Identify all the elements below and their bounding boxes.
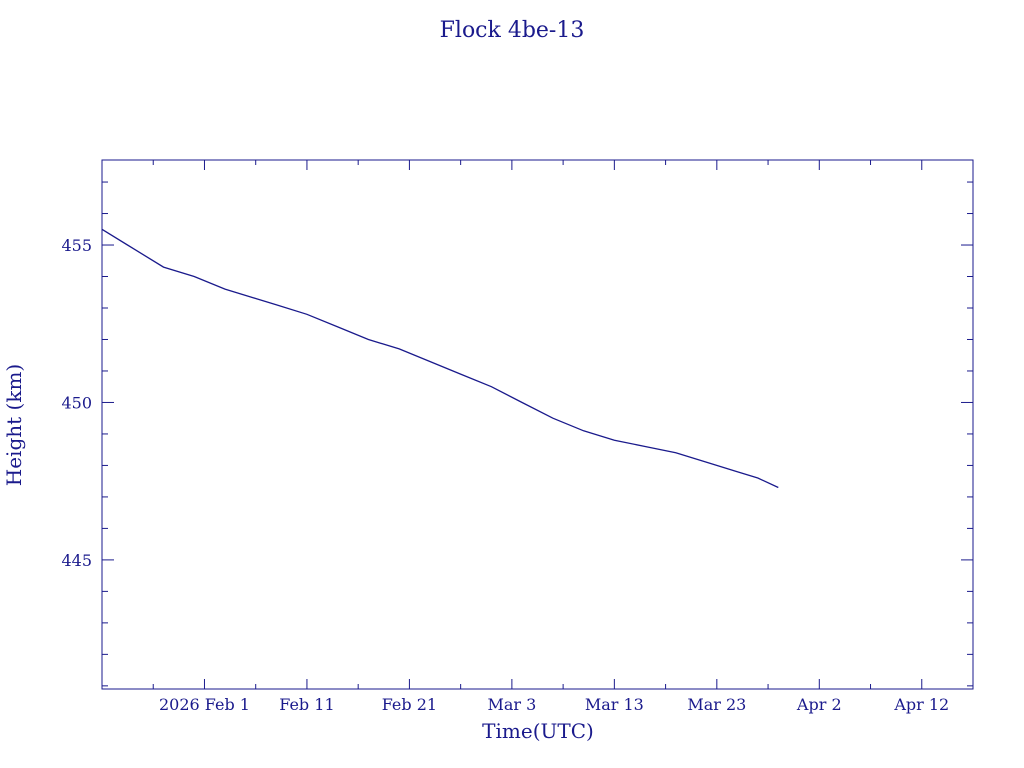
x-tick-label: Feb 21 (382, 695, 437, 714)
x-tick-labels: 2026 Feb 1 Feb 11 Feb 21 Mar 3 Mar 13 Mar 23 A… (159, 695, 949, 714)
x-tick-label: Apr 12 (893, 695, 949, 714)
y-tick-label: 445 (61, 551, 92, 570)
y-axis-label: Height (km) (2, 364, 26, 486)
x-tick-label: Feb 11 (279, 695, 334, 714)
plot-frame (101, 159, 974, 690)
chart-title: Flock 4be-13 (440, 18, 585, 43)
x-tick-label: 2026 Feb 1 (159, 695, 250, 714)
y-tick-labels: 445 450 455 (61, 236, 92, 570)
x-tick-label: Mar 13 (585, 695, 644, 714)
x-axis-label: Time(UTC) (482, 719, 594, 743)
y-tick-label: 450 (61, 393, 92, 412)
x-tick-label: Mar 23 (687, 695, 746, 714)
x-tick-label: Mar 3 (487, 695, 536, 714)
x-tick-label: Apr 2 (796, 695, 842, 714)
y-tick-label: 455 (61, 236, 92, 255)
series-line (101, 228, 779, 489)
axis-ticks (101, 160, 974, 689)
